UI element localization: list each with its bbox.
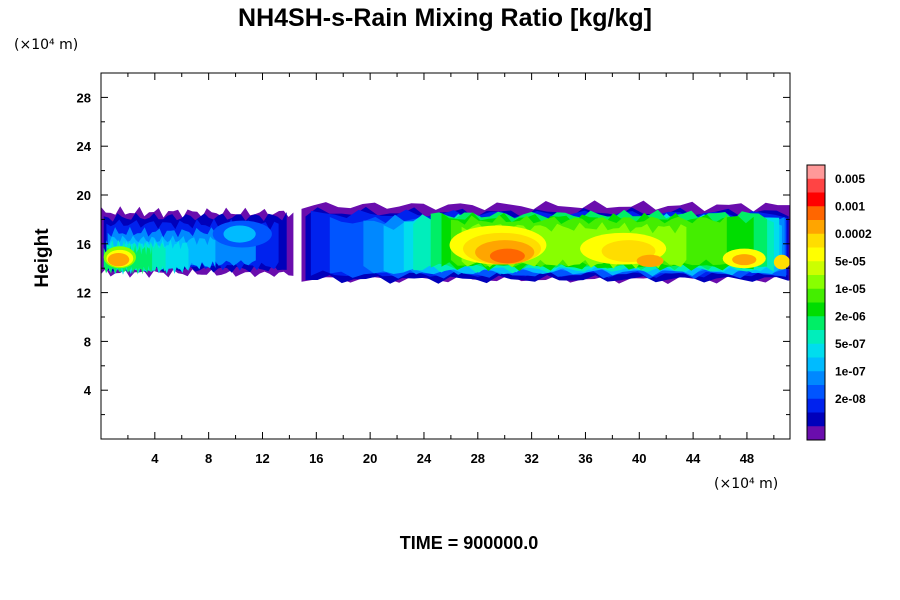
colorbar-labels: 0.005 0.001 0.0002 5e-05 1e-05 2e-06 5e-07 1e-0… (835, 172, 872, 406)
y-tick-label-4: 20 (77, 188, 91, 203)
colorbar-swatch-12 (807, 330, 825, 345)
plot-frame (100, 72, 791, 440)
y-axis-label: Height (32, 228, 53, 288)
field-core-2-orange (636, 254, 664, 267)
x-tick-label-1: 8 (205, 451, 212, 466)
colorbar-label-7: 1e-07 (835, 364, 866, 378)
colorbar-label-0: 0.005 (835, 172, 865, 186)
colorbar-swatch-4 (807, 220, 825, 235)
y-tick-label-2: 12 (77, 286, 91, 301)
colorbar-swatch-6 (807, 247, 825, 262)
x-tick-label-6: 28 (471, 451, 485, 466)
colorbar-label-3: 5e-05 (835, 254, 866, 268)
field-left-blob-3 (223, 225, 256, 243)
x-axis-ticks: 4 8 12 16 20 24 28 32 36 40 44 48 (127, 73, 775, 466)
x-tick-label-10: 44 (686, 451, 701, 466)
colorbar-label-4: 1e-05 (835, 282, 866, 296)
chart-title: NH4SH-s-Rain Mixing Ratio [kg/kg] (238, 4, 652, 32)
colorbar-swatch-10 (807, 302, 825, 317)
colorbar-swatch-15 (807, 371, 825, 386)
colorbar-swatch-9 (807, 288, 825, 303)
colorbar-swatch-19 (807, 426, 825, 441)
colorbar-swatch-7 (807, 261, 825, 276)
colorbar-swatch-16 (807, 385, 825, 400)
colorbar-frame (806, 164, 826, 441)
y-tick-label-5: 24 (77, 139, 92, 154)
field-edge-core (773, 254, 790, 270)
colorbar-swatch-11 (807, 316, 825, 331)
colorbar-label-8: 2e-08 (835, 392, 866, 406)
colorbar-label-2: 0.0002 (835, 227, 872, 241)
x-tick-label-11: 48 (740, 451, 754, 466)
colorbar-swatch-8 (807, 275, 825, 290)
x-tick-label-9: 40 (632, 451, 646, 466)
colorbar-swatch-2 (807, 192, 825, 207)
colorbar-swatch-5 (807, 233, 825, 248)
x-tick-label-4: 20 (363, 451, 377, 466)
x-tick-label-2: 12 (255, 451, 269, 466)
colorbar-swatch-17 (807, 398, 825, 413)
colorbar-label-6: 5e-07 (835, 337, 866, 351)
y-axis-ticks: 4 8 12 16 20 24 28 (77, 90, 790, 416)
colorbar-swatch-13 (807, 343, 825, 358)
x-tick-label-8: 36 (578, 451, 592, 466)
x-tick-label-3: 16 (309, 451, 323, 466)
y-tick-label-3: 16 (77, 237, 91, 252)
y-tick-label-1: 8 (84, 334, 91, 349)
field-core-3-orange (732, 254, 757, 266)
colorbar-swatch-0 (807, 165, 825, 180)
colorbar-label-1: 0.001 (835, 199, 865, 213)
field-left-core-orange (107, 252, 130, 267)
y-axis-unit: (×10⁴ m) (14, 37, 78, 53)
field-core-1-red (489, 248, 525, 264)
x-tick-label-5: 24 (417, 451, 432, 466)
y-tick-label-6: 28 (77, 90, 91, 105)
x-tick-label-7: 32 (524, 451, 538, 466)
time-label: TIME = 900000.0 (400, 533, 539, 553)
colorbar-swatch-3 (807, 206, 825, 221)
colorbar-swatch-1 (807, 178, 825, 193)
mixing-ratio-field (101, 200, 790, 284)
colorbar (806, 164, 826, 441)
x-axis-unit: (×10⁴ m) (714, 476, 778, 492)
colorbar-swatch-18 (807, 412, 825, 427)
colorbar-label-5: 2e-06 (835, 309, 866, 323)
y-tick-label-0: 4 (84, 383, 92, 398)
colorbar-swatch-14 (807, 357, 825, 372)
x-tick-label-0: 4 (151, 451, 159, 466)
